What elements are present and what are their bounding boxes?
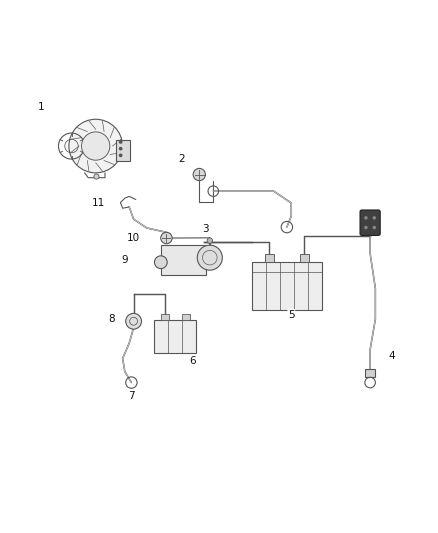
Text: 4: 4 — [389, 351, 396, 361]
Text: 8: 8 — [108, 314, 115, 324]
Circle shape — [119, 140, 123, 144]
Text: 10: 10 — [127, 233, 140, 243]
Text: 5: 5 — [288, 310, 295, 320]
Circle shape — [197, 245, 223, 270]
Bar — [182, 313, 190, 320]
Bar — [265, 254, 274, 262]
Circle shape — [94, 174, 99, 179]
Text: 11: 11 — [92, 198, 105, 208]
Bar — [161, 245, 206, 274]
Text: 3: 3 — [202, 224, 209, 235]
Bar — [300, 254, 309, 262]
Text: 7: 7 — [128, 391, 135, 401]
Circle shape — [69, 119, 123, 173]
FancyBboxPatch shape — [360, 210, 380, 236]
Circle shape — [126, 313, 141, 329]
Circle shape — [364, 216, 368, 220]
Text: 6: 6 — [189, 356, 196, 366]
Circle shape — [81, 132, 110, 160]
Bar — [252, 262, 322, 310]
Bar — [365, 369, 375, 377]
Circle shape — [119, 154, 123, 157]
Text: 2: 2 — [178, 154, 185, 164]
Circle shape — [119, 147, 123, 150]
Circle shape — [207, 238, 212, 243]
Text: 1: 1 — [38, 102, 45, 111]
Circle shape — [155, 256, 167, 269]
Bar — [154, 320, 196, 353]
Circle shape — [161, 232, 172, 244]
Circle shape — [364, 226, 368, 229]
Bar — [161, 313, 169, 320]
Text: 9: 9 — [121, 255, 128, 265]
Circle shape — [193, 168, 205, 181]
Circle shape — [372, 216, 376, 220]
Bar — [116, 141, 131, 161]
Circle shape — [372, 226, 376, 229]
